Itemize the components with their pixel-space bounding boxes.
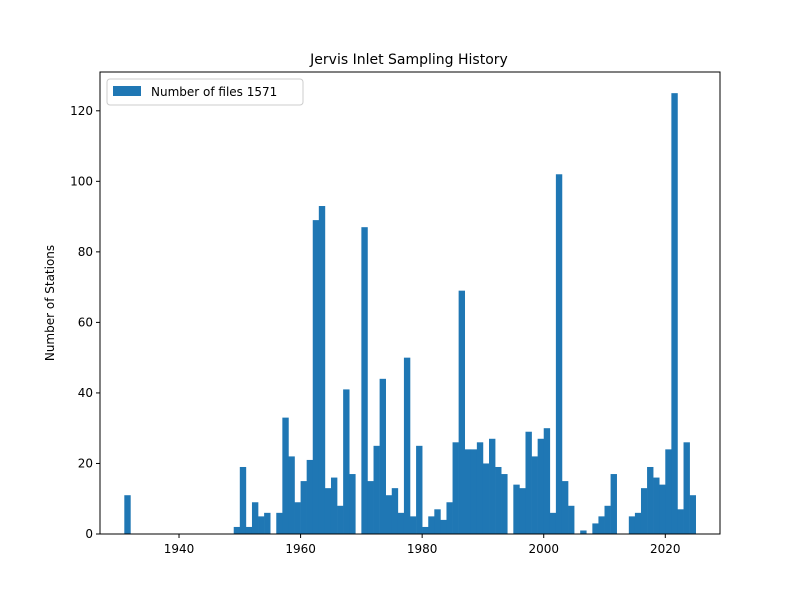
bar-1950 (239, 466, 247, 534)
bar-1949 (233, 526, 241, 534)
bar-1972 (373, 445, 380, 534)
bar-1991 (489, 438, 496, 534)
bar-1998 (531, 456, 538, 534)
bar-2021 (671, 93, 678, 534)
bar-1996 (519, 488, 526, 534)
bar-2018 (653, 477, 660, 534)
x-axis: 1940 1960 1980 2000 2020 (164, 534, 681, 556)
y-tick-label-100: 100 (70, 174, 93, 188)
bar-2001 (549, 512, 557, 534)
bar-1962 (312, 220, 320, 534)
bar-1963 (318, 206, 326, 534)
bar-2014 (628, 516, 636, 534)
bar-1964 (324, 488, 332, 534)
bar-1979 (416, 445, 423, 534)
bar-1993 (501, 474, 508, 534)
y-tick-label-60: 60 (78, 315, 93, 329)
bar-1971 (367, 481, 374, 534)
bar-2006 (580, 530, 587, 534)
bar-2016 (640, 488, 648, 534)
bar-1988 (470, 449, 478, 534)
bar-1989 (476, 442, 484, 534)
chart-title: Jervis Inlet Sampling History (309, 52, 508, 68)
legend-frame (106, 78, 304, 106)
legend: Number of files 1571 (106, 78, 304, 106)
bar-1965 (330, 477, 338, 534)
bar-2011 (610, 474, 617, 534)
x-tick-label-1940: 1940 (164, 542, 195, 556)
bar-2010 (604, 505, 611, 534)
bar-1975 (391, 488, 399, 534)
bar-2020 (665, 449, 672, 534)
bar-1954 (264, 512, 271, 534)
y-tick-label-20: 20 (78, 456, 93, 470)
bar-2009 (598, 516, 605, 534)
bar-2015 (634, 512, 642, 534)
x-tick-label-2000: 2000 (528, 542, 559, 556)
bar-2022 (677, 509, 684, 534)
bar-1977 (403, 357, 411, 534)
bar-1956 (276, 512, 283, 534)
bar-1967 (343, 389, 350, 534)
bar-1986 (458, 290, 466, 534)
bar-1976 (397, 512, 405, 534)
bar-1974 (385, 495, 393, 534)
y-axis: 0 20 40 60 80 100 120 (70, 104, 100, 541)
bar-2003 (561, 481, 569, 534)
legend-label: Number of files 1571 (151, 85, 277, 99)
bar-1958 (288, 456, 295, 534)
bar-1960 (300, 481, 307, 534)
plot-frame (99, 71, 721, 535)
bar-1953 (258, 516, 265, 534)
bar-1987 (464, 449, 472, 534)
bar-1981 (428, 516, 435, 534)
x-tick-label-2020: 2020 (650, 542, 681, 556)
y-tick-label-40: 40 (78, 386, 93, 400)
bar-1990 (482, 463, 490, 534)
bar-1957 (282, 417, 289, 534)
y-tick-label-120: 120 (70, 104, 93, 118)
bar-1982 (434, 509, 441, 534)
y-tick-label-0: 0 (85, 527, 93, 541)
bar-2019 (659, 484, 666, 534)
bar-1968 (349, 474, 356, 534)
bar-2002 (555, 174, 563, 534)
bar-1966 (337, 505, 344, 534)
bar-1978 (410, 516, 417, 534)
y-tick-label-80: 80 (78, 245, 93, 259)
bar-1985 (452, 442, 459, 534)
y-axis-label: Number of Stations (43, 245, 57, 361)
bar-1959 (294, 502, 301, 534)
bar-1995 (513, 484, 520, 534)
bar-1980 (422, 526, 429, 534)
x-tick-label-1960: 1960 (285, 542, 316, 556)
bar-1973 (379, 378, 386, 534)
bar-2023 (683, 442, 690, 534)
bars (124, 93, 696, 534)
bar-1997 (525, 431, 532, 534)
bar-1931 (124, 495, 131, 534)
bar-1952 (251, 502, 259, 534)
bar-1999 (537, 438, 545, 534)
bar-2004 (568, 505, 575, 534)
bar-1961 (306, 459, 314, 534)
bar-1984 (446, 502, 453, 534)
bar-1951 (245, 526, 253, 534)
bar-2017 (647, 466, 654, 534)
bar-1992 (495, 466, 502, 534)
bar-2008 (592, 523, 599, 534)
bar-1983 (440, 519, 447, 534)
x-tick-label-1980: 1980 (407, 542, 438, 556)
legend-swatch (113, 86, 141, 96)
bar-1970 (361, 227, 368, 534)
bar-2024 (689, 495, 696, 534)
bar-2000 (543, 428, 551, 534)
